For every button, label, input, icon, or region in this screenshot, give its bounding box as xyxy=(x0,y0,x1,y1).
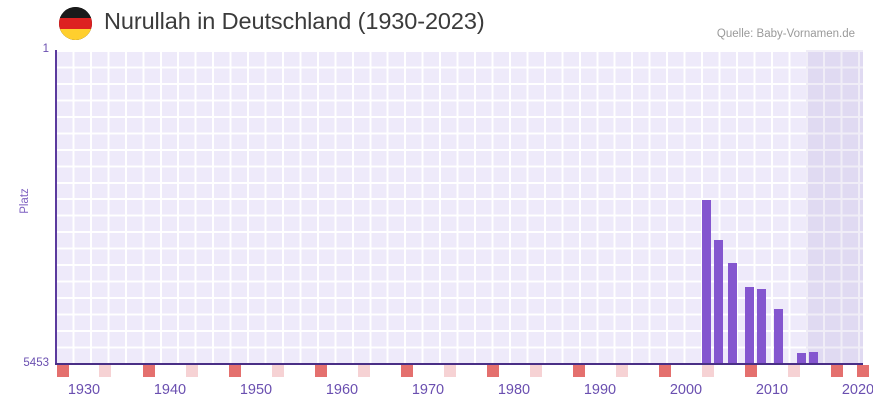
chart-header: Nurullah in Deutschland (1930-2023) Quel… xyxy=(0,0,873,48)
x-axis-tick-label: 2010 xyxy=(755,382,789,398)
flag-band-gold xyxy=(59,28,92,40)
flag-band-red xyxy=(59,17,92,29)
x-axis-tick-label: 1960 xyxy=(325,382,359,398)
chart-bar xyxy=(757,289,766,363)
x-axis-tick-mark xyxy=(401,365,413,377)
x-axis-tick-mark xyxy=(831,365,843,377)
x-axis-tick-label: 1950 xyxy=(239,382,273,398)
chart-plot-area xyxy=(55,50,863,363)
y-axis-tick-bottom: 5453 xyxy=(23,357,49,369)
y-axis-line xyxy=(55,50,57,363)
y-axis-tick-top: 1 xyxy=(42,43,49,55)
x-axis-tick-mark xyxy=(229,365,241,377)
x-axis-tick-label: 2020 xyxy=(841,382,873,398)
x-axis-tick-mark xyxy=(857,365,869,377)
x-axis-tick-mark xyxy=(143,365,155,377)
x-axis-tick-label: 1980 xyxy=(497,382,531,398)
chart-bars xyxy=(55,50,863,363)
x-axis-tick-label: 1990 xyxy=(583,382,617,398)
x-axis-tick-mark xyxy=(702,365,714,377)
source-attribution: Quelle: Baby-Vornamen.de xyxy=(716,28,855,40)
x-axis-tick-label: 1930 xyxy=(67,382,101,398)
chart-bar xyxy=(774,309,783,363)
x-axis-tick-label: 1940 xyxy=(153,382,187,398)
y-axis-title: Platz xyxy=(19,188,31,214)
x-axis-tick-mark xyxy=(57,365,69,377)
x-axis-tick-mark xyxy=(745,365,757,377)
x-axis-tick-mark xyxy=(788,365,800,377)
chart-bar xyxy=(745,287,754,363)
page-title: Nurullah in Deutschland (1930-2023) xyxy=(104,8,485,34)
x-axis-tick-mark xyxy=(444,365,456,377)
chart-bar xyxy=(714,240,723,363)
x-axis-line xyxy=(55,363,863,365)
x-axis-tick-mark xyxy=(99,365,111,377)
chart-bar xyxy=(809,352,818,363)
x-axis-tick-mark xyxy=(272,365,284,377)
x-axis-tick-mark xyxy=(573,365,585,377)
x-axis-tick-mark xyxy=(616,365,628,377)
german-flag-icon xyxy=(59,7,92,40)
flag-band-black xyxy=(59,7,92,18)
x-axis-tick-mark xyxy=(315,365,327,377)
x-axis-tick-mark xyxy=(487,365,499,377)
chart-bar xyxy=(728,263,737,363)
x-axis-tick-label: 2000 xyxy=(669,382,703,398)
chart-bar xyxy=(702,200,711,363)
x-axis-tick-mark xyxy=(358,365,370,377)
x-axis-tick-mark xyxy=(659,365,671,377)
x-axis-tick-mark xyxy=(530,365,542,377)
x-axis-tick-mark xyxy=(186,365,198,377)
chart-bar xyxy=(797,353,806,363)
x-axis-tick-label: 1970 xyxy=(411,382,445,398)
